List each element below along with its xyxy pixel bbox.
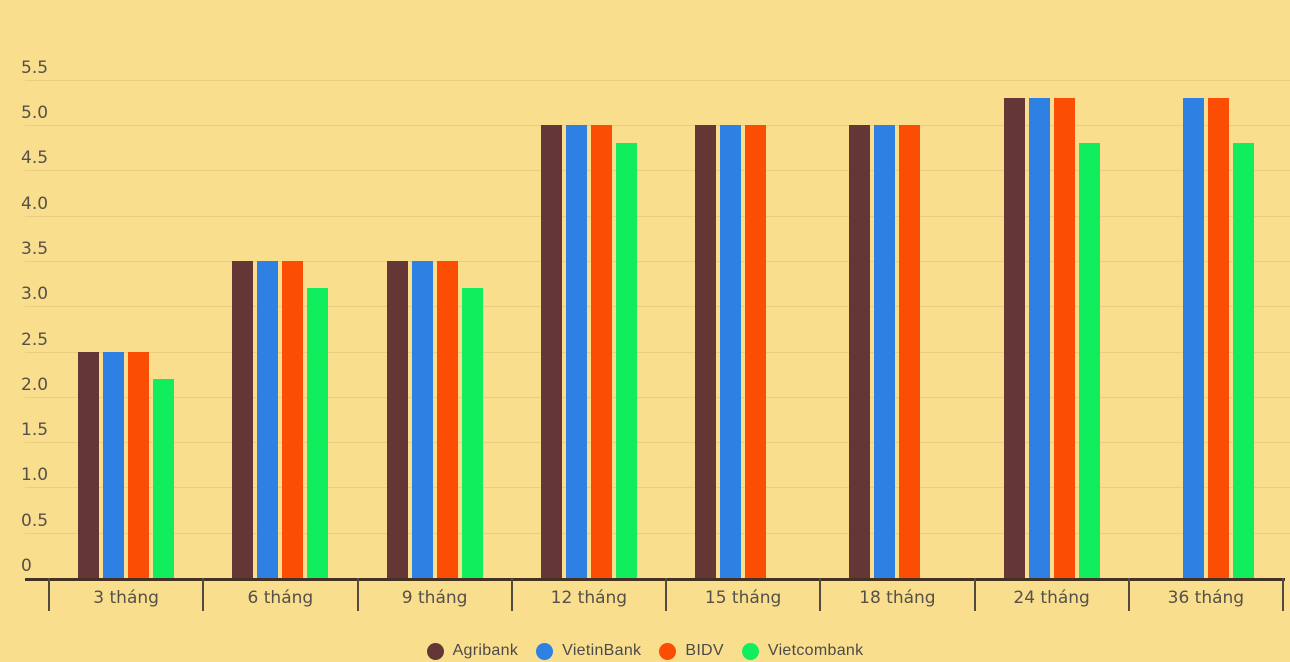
bar-bidv-18-thang[interactable] xyxy=(899,125,921,578)
gridline xyxy=(25,260,1290,262)
bar-vietcombank-9-thang[interactable] xyxy=(461,288,483,578)
y-axis-tick-label: 1.0 xyxy=(21,465,49,486)
y-axis-tick-label: 0.5 xyxy=(21,510,49,531)
x-axis-label-12-thang: 12 tháng xyxy=(550,588,628,608)
y-axis-tick-label: 5.5 xyxy=(21,57,49,78)
x-axis-label-9-thang: 9 tháng xyxy=(401,588,468,608)
x-axis-tick xyxy=(1282,578,1284,611)
x-axis-tick xyxy=(356,578,359,611)
bar-vietinbank-24-thang[interactable] xyxy=(1028,97,1050,578)
legend: Agribank VietinBank BIDV Vietcombank xyxy=(0,640,1290,662)
x-axis-label-18-thang: 18 tháng xyxy=(859,588,936,608)
x-axis-label-3-thang: 3 tháng xyxy=(93,588,159,608)
y-axis-tick-label: 3.5 xyxy=(21,238,49,259)
x-axis-line xyxy=(25,578,1285,581)
y-axis-tick-label: 0 xyxy=(21,556,32,576)
y-axis-tick-label: 1.5 xyxy=(21,420,49,441)
bar-vietinbank-15-thang[interactable] xyxy=(720,125,742,578)
y-axis-tick-label: 5.0 xyxy=(21,103,49,123)
x-axis-tick xyxy=(202,578,205,611)
bar-agribank-24-thang[interactable] xyxy=(1003,97,1025,578)
y-axis-tick-label: 4.0 xyxy=(21,193,49,214)
y-axis-tick-label: 4.5 xyxy=(21,148,49,169)
bar-bidv-6-thang[interactable] xyxy=(282,260,304,578)
bar-bidv-15-thang[interactable] xyxy=(745,125,767,578)
legend-item-agribank[interactable]: Agribank xyxy=(426,640,519,662)
bar-vietcombank-36-thang[interactable] xyxy=(1232,143,1254,578)
legend-item-vietcombank[interactable]: Vietcombank xyxy=(741,640,864,662)
legend-label-agribank: Agribank xyxy=(452,642,519,659)
x-axis-tick xyxy=(1127,578,1130,611)
gridline xyxy=(25,532,1290,534)
bar-vietcombank-24-thang[interactable] xyxy=(1078,143,1100,578)
bar-vietinbank-36-thang[interactable] xyxy=(1182,97,1204,578)
gridline xyxy=(25,125,1290,126)
bar-agribank-9-thang[interactable] xyxy=(386,260,408,578)
gridline xyxy=(25,215,1290,217)
bar-vietcombank-6-thang[interactable] xyxy=(307,288,329,578)
x-axis-tick xyxy=(510,578,513,611)
legend-item-vietinbank[interactable]: VietinBank xyxy=(536,640,641,662)
x-axis-tick xyxy=(973,578,976,611)
legend-item-bidv[interactable]: BIDV xyxy=(659,640,724,662)
bar-bidv-3-thang[interactable] xyxy=(128,351,150,578)
bar-agribank-15-thang[interactable] xyxy=(695,125,717,578)
bar-vietinbank-12-thang[interactable] xyxy=(565,125,587,578)
x-axis-label-6-thang: 6 tháng xyxy=(247,588,314,608)
gridline xyxy=(25,487,1290,489)
bar-vietinbank-3-thang[interactable] xyxy=(103,351,125,578)
bar-agribank-18-thang[interactable] xyxy=(849,125,871,578)
y-axis-tick-label: 3.0 xyxy=(21,284,49,305)
x-axis-tick xyxy=(48,578,50,611)
y-axis-tick-label: 2.5 xyxy=(21,329,49,350)
gridline xyxy=(25,306,1290,308)
bar-bidv-36-thang[interactable] xyxy=(1207,97,1229,578)
gridline xyxy=(25,442,1290,444)
bar-bidv-24-thang[interactable] xyxy=(1053,97,1075,578)
bar-vietcombank-3-thang[interactable] xyxy=(153,378,175,578)
bar-bidv-12-thang[interactable] xyxy=(590,125,612,578)
bar-vietinbank-9-thang[interactable] xyxy=(411,260,433,578)
x-axis-tick xyxy=(665,578,667,611)
legend-color-dot-vietinbank xyxy=(536,642,554,660)
gridline xyxy=(25,79,1290,81)
legend-label-vietcombank: Vietcombank xyxy=(767,642,864,659)
x-axis-tick xyxy=(819,578,822,611)
bar-agribank-6-thang[interactable] xyxy=(232,260,254,578)
x-axis-label-15-thang: 15 tháng xyxy=(704,588,782,608)
x-axis-label-36-thang: 36 tháng xyxy=(1167,588,1245,608)
x-axis-label-24-thang: 24 tháng xyxy=(1013,588,1090,608)
legend-color-dot-vietcombank xyxy=(741,642,759,660)
bar-vietinbank-18-thang[interactable] xyxy=(874,125,896,578)
gridline xyxy=(25,170,1290,172)
gridline xyxy=(25,351,1290,353)
legend-color-dot-bidv xyxy=(659,642,677,660)
gridline xyxy=(25,396,1290,398)
bar-bidv-9-thang[interactable] xyxy=(436,260,458,578)
y-axis-tick-label: 2.0 xyxy=(21,374,49,395)
legend-color-dot-agribank xyxy=(426,642,444,660)
legend-label-bidv: BIDV xyxy=(685,642,724,659)
bar-vietcombank-12-thang[interactable] xyxy=(615,143,637,578)
bar-agribank-12-thang[interactable] xyxy=(540,125,562,578)
bar-vietinbank-6-thang[interactable] xyxy=(257,260,279,578)
bar-agribank-3-thang[interactable] xyxy=(78,351,100,578)
legend-label-vietinbank: VietinBank xyxy=(562,642,642,659)
